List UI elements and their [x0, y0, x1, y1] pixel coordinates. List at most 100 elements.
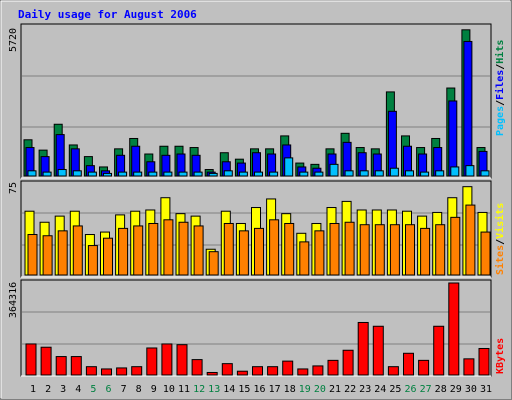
bar-sites — [420, 227, 431, 276]
legend-hits-files-pages: Pages/Files/Hits — [494, 40, 506, 136]
bars-hits-files-pages — [23, 29, 490, 177]
bar-sites — [389, 224, 400, 276]
legend-sites: Sites — [494, 245, 506, 275]
bar-kbytes — [221, 363, 233, 376]
bar-pages — [329, 163, 339, 177]
x-label-day: 20 — [314, 384, 326, 395]
bar-pages — [238, 171, 248, 177]
x-label-day: 17 — [269, 384, 281, 395]
bar-sites — [133, 225, 144, 276]
bar-sites — [27, 234, 38, 276]
legend-hits: Hits — [494, 40, 506, 64]
x-label-day: 19 — [299, 384, 311, 395]
bar-pages — [163, 171, 173, 177]
x-label-day: 21 — [329, 384, 341, 395]
bar-kbytes — [85, 366, 97, 376]
legend-visits-sites: Sites/Visits — [494, 203, 506, 275]
bar-pages — [344, 170, 354, 177]
x-label-day: 25 — [389, 384, 401, 395]
x-label-day: 16 — [253, 384, 265, 395]
bar-kbytes — [327, 359, 339, 376]
bar-pages — [118, 171, 128, 177]
x-label-day: 24 — [374, 384, 386, 395]
bar-pages — [57, 169, 67, 177]
bar-sites — [435, 224, 446, 276]
bar-sites — [72, 225, 83, 276]
bar-sites — [344, 221, 355, 276]
bar-pages — [103, 172, 112, 177]
x-label-day: 22 — [344, 384, 356, 395]
bar-kbytes — [267, 366, 279, 376]
max-label-hits: 5720 — [8, 28, 19, 52]
x-label-day: 11 — [178, 384, 190, 395]
bar-kbytes — [433, 325, 445, 376]
bar-pages — [284, 157, 294, 177]
bar-kbytes — [403, 352, 414, 376]
bars-visits-sites — [24, 186, 491, 276]
bar-sites — [42, 235, 53, 276]
bar-files — [448, 100, 458, 177]
bar-sites — [208, 251, 219, 276]
x-label-day: 30 — [465, 384, 477, 395]
bar-pages — [420, 171, 430, 177]
x-label-day: 23 — [359, 384, 371, 395]
bar-kbytes — [191, 359, 203, 376]
x-label-day: 9 — [151, 384, 157, 395]
bar-pages — [27, 170, 37, 177]
bar-sites — [314, 230, 325, 276]
x-label-day: 13 — [208, 384, 220, 395]
bar-pages — [314, 171, 324, 177]
bar-kbytes — [448, 282, 460, 376]
bar-pages — [133, 171, 143, 177]
chart-title: Daily usage for August 2006 — [18, 8, 197, 21]
x-label-day: 26 — [404, 384, 416, 395]
bar-kbytes — [55, 356, 67, 376]
bar-sites — [87, 245, 98, 276]
bar-sites — [254, 227, 264, 276]
bar-files — [387, 110, 397, 177]
bar-kbytes — [418, 359, 430, 376]
max-label-visits: 75 — [8, 182, 19, 194]
bar-files — [131, 145, 141, 177]
bar-kbytes — [101, 368, 112, 376]
bar-sites — [299, 241, 310, 276]
bar-sites — [329, 222, 340, 276]
bar-sites — [178, 221, 189, 276]
bar-kbytes — [297, 368, 309, 376]
bar-pages — [193, 171, 203, 177]
x-axis-day-labels: 1 2 3 4 5 6 7 8 9 10 11 12 13 14 15 16 17 18 19 20 21 22 23 24 2… — [30, 384, 492, 395]
x-label-day: 3 — [60, 384, 66, 395]
bar-pages — [480, 170, 490, 177]
bar-kbytes — [236, 370, 248, 376]
bar-kbytes — [463, 358, 475, 376]
x-label-day: 29 — [450, 384, 462, 395]
bars-kbytes — [25, 282, 490, 376]
x-label-day: 14 — [223, 384, 235, 395]
bar-kbytes — [342, 349, 354, 376]
bar-pages — [435, 170, 445, 177]
bar-kbytes — [40, 346, 52, 376]
bar-sites — [223, 222, 234, 276]
bar-pages — [269, 171, 279, 177]
bar-pages — [72, 170, 82, 177]
bar-pages — [389, 167, 399, 177]
bar-kbytes — [70, 356, 82, 376]
x-label-day: 7 — [121, 384, 127, 395]
bar-pages — [450, 166, 460, 177]
bar-pages — [87, 171, 97, 177]
bar-kbytes — [146, 347, 158, 376]
bar-sites — [193, 225, 204, 276]
bar-sites — [57, 230, 68, 276]
bar-files — [463, 40, 473, 177]
legend-files: Files — [494, 70, 506, 100]
bar-sites — [238, 230, 249, 276]
x-label-day: 28 — [435, 384, 447, 395]
bar-kbytes — [252, 366, 263, 376]
bar-sites — [163, 219, 174, 276]
bar-sites — [405, 224, 415, 276]
max-label-kbytes: 364316 — [8, 282, 19, 318]
bar-pages — [42, 171, 52, 177]
legend-visits: Visits — [494, 203, 506, 239]
